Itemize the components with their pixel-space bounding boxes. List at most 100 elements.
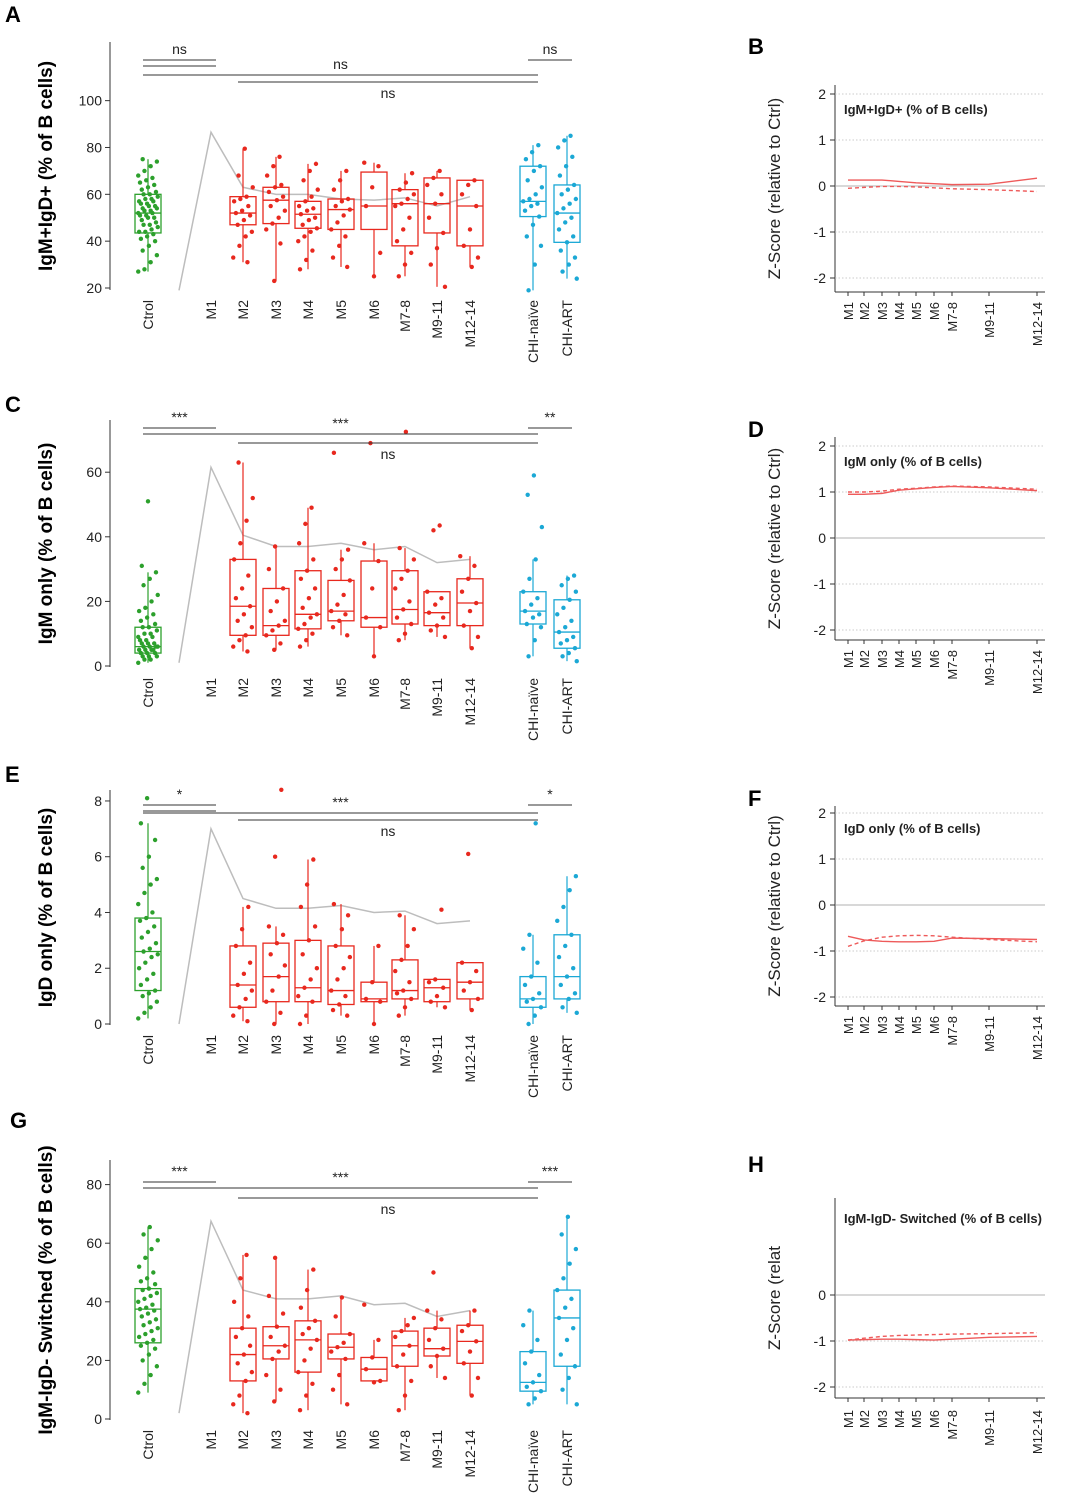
x-tick-label: M1 xyxy=(841,650,856,668)
data-point xyxy=(140,1358,145,1363)
y-tick-label: -2 xyxy=(814,1379,827,1395)
y-tick-label: 1 xyxy=(818,484,826,500)
zscore-line-dashed xyxy=(847,934,1038,948)
data-point xyxy=(152,1308,157,1313)
data-point xyxy=(378,1378,383,1384)
zscore-line-dashed xyxy=(848,485,1038,493)
data-point xyxy=(144,234,150,239)
data-point xyxy=(148,208,153,213)
x-tick-label: M7-8 xyxy=(945,1410,960,1440)
y-tick-label: 1 xyxy=(818,132,826,148)
data-point xyxy=(139,1314,144,1319)
data-point xyxy=(343,234,348,239)
data-point xyxy=(143,229,148,234)
data-point xyxy=(264,1372,269,1378)
data-point xyxy=(533,557,538,562)
data-point xyxy=(466,851,471,857)
data-point xyxy=(563,1305,568,1310)
y-tick-label: 0 xyxy=(94,1016,102,1032)
data-point xyxy=(526,1021,531,1027)
data-point xyxy=(431,1270,436,1275)
data-point xyxy=(231,557,237,562)
data-point xyxy=(304,1287,310,1293)
x-tick-label: M5 xyxy=(909,650,924,668)
data-point xyxy=(574,1402,579,1407)
data-point xyxy=(339,557,345,562)
panel-letter: F xyxy=(748,786,761,811)
data-point xyxy=(266,1293,272,1299)
data-point xyxy=(268,608,273,614)
box-iqr xyxy=(391,959,419,1000)
data-point xyxy=(247,960,253,965)
data-point xyxy=(302,1358,307,1363)
x-tick-label: M3 xyxy=(875,1016,890,1034)
data-point xyxy=(231,1402,236,1407)
box-M5 xyxy=(327,450,355,638)
data-point xyxy=(140,993,145,999)
data-point xyxy=(402,631,408,636)
data-point xyxy=(140,625,145,630)
data-point xyxy=(282,618,288,623)
data-point xyxy=(152,215,157,220)
data-point xyxy=(394,238,400,244)
data-point xyxy=(557,173,563,178)
data-point xyxy=(140,654,145,659)
x-tick-label: M2 xyxy=(235,1430,251,1450)
data-point xyxy=(337,178,343,183)
data-point xyxy=(441,985,446,990)
data-point xyxy=(304,208,310,213)
data-point xyxy=(558,248,563,253)
data-point xyxy=(155,194,160,199)
data-point xyxy=(539,185,545,190)
panel-title: IgM only (% of B cells) xyxy=(844,454,982,469)
data-point xyxy=(556,629,562,635)
box-M2 xyxy=(229,460,257,654)
data-point xyxy=(154,1364,160,1369)
data-point xyxy=(139,187,144,192)
data-point xyxy=(245,1410,250,1416)
data-point xyxy=(243,996,248,1002)
data-point xyxy=(363,1366,369,1372)
data-point xyxy=(527,1308,532,1313)
data-point xyxy=(150,175,155,181)
mean-trend-line xyxy=(178,130,471,291)
box-M4 xyxy=(294,161,322,272)
data-point xyxy=(153,220,159,225)
data-point xyxy=(153,940,159,946)
data-point xyxy=(282,1343,288,1348)
significance-label: ns xyxy=(172,41,187,57)
data-point xyxy=(467,1349,473,1354)
box-M7-8 xyxy=(391,1315,419,1413)
data-point xyxy=(136,634,141,640)
data-point xyxy=(566,650,571,656)
box-M4 xyxy=(294,1267,322,1413)
data-point xyxy=(146,654,152,659)
data-point xyxy=(522,1361,528,1366)
data-point xyxy=(335,220,340,225)
data-point xyxy=(538,1005,544,1010)
data-point xyxy=(538,1388,544,1394)
data-point xyxy=(145,929,151,935)
data-point xyxy=(153,644,159,649)
significance-label: * xyxy=(547,786,553,802)
data-point xyxy=(142,1010,147,1016)
data-point xyxy=(431,175,436,181)
data-point xyxy=(458,553,463,559)
y-tick-label: -2 xyxy=(814,989,827,1005)
data-point xyxy=(136,269,141,274)
box-iqr xyxy=(327,945,355,1006)
data-point xyxy=(522,982,528,988)
data-point xyxy=(146,625,152,630)
data-point xyxy=(439,1317,444,1322)
box-M2 xyxy=(229,146,257,265)
y-tick-label: 20 xyxy=(86,593,102,609)
data-point xyxy=(282,208,288,213)
data-point xyxy=(144,977,150,982)
data-point xyxy=(399,1328,404,1334)
data-point xyxy=(237,1005,242,1010)
data-point xyxy=(401,1352,406,1357)
data-point xyxy=(394,615,400,620)
data-point xyxy=(333,203,338,209)
data-point xyxy=(239,927,245,932)
data-point xyxy=(411,1315,417,1321)
